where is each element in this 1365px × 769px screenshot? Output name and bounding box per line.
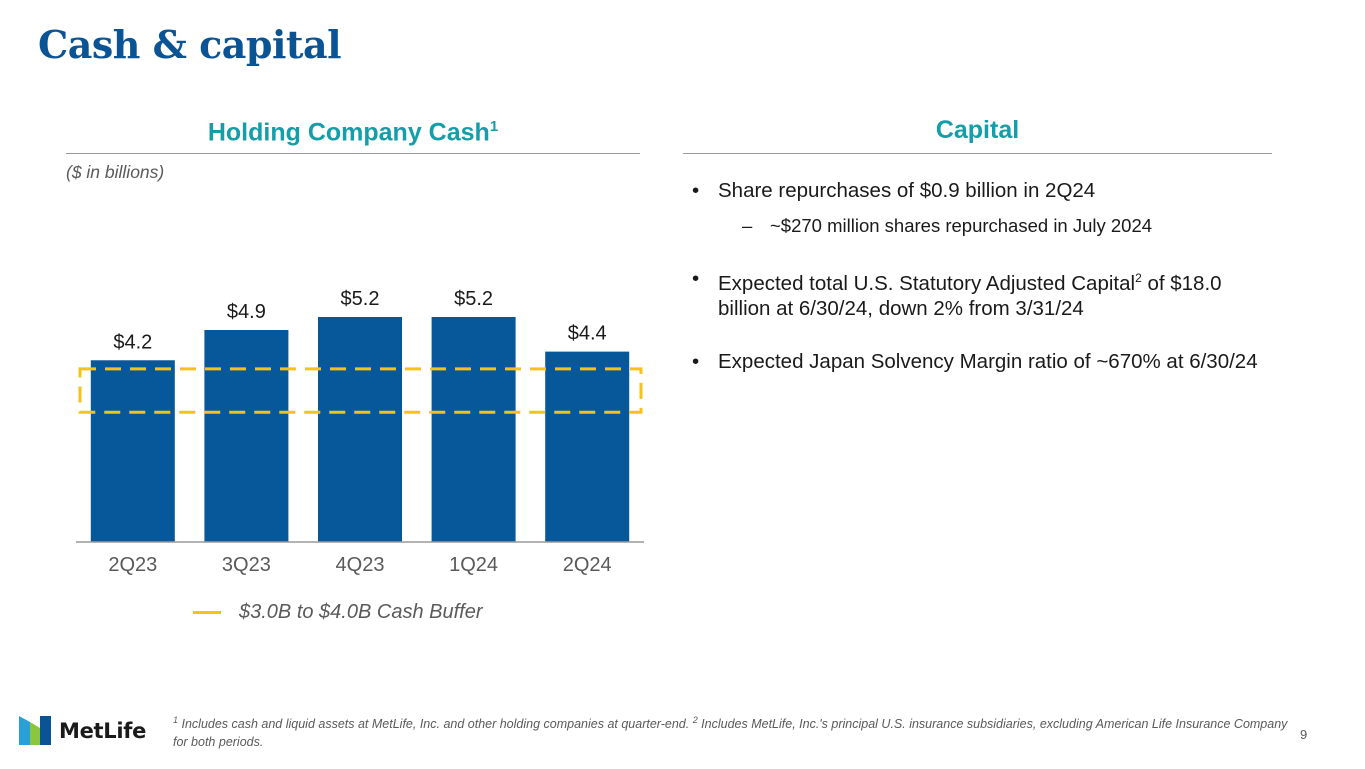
chart-legend: $3.0B to $4.0B Cash Buffer — [193, 601, 483, 624]
right-divider — [683, 153, 1272, 154]
bullet-repurchases: • Share repurchases of $0.9 billion in 2… — [692, 178, 1272, 203]
data-label-3Q23: $4.9 — [227, 301, 266, 323]
bar-3Q23 — [204, 329, 289, 542]
bullet-marker: • — [692, 179, 700, 202]
bar-2Q23 — [90, 360, 175, 542]
bar-1Q24 — [431, 317, 516, 542]
sub-bullet-july: – ~$270 million shares repurchased in Ju… — [692, 214, 1272, 238]
page-title: Cash & capital — [38, 22, 342, 67]
cash-buffer-band — [78, 367, 643, 414]
bullet-marker: • — [692, 267, 700, 290]
page-number: 9 — [1300, 727, 1308, 742]
x-tick-1Q24: 1Q24 — [449, 554, 498, 576]
capital-title: Capital — [935, 116, 1020, 144]
data-label-1Q24: $5.2 — [454, 288, 493, 310]
holding-cash-title: Holding Company Cash1 — [66, 118, 640, 147]
data-label-2Q24: $4.4 — [568, 323, 607, 345]
x-tick-4Q23: 4Q23 — [336, 554, 385, 576]
bullet-text: Share repurchases of $0.9 billion in 2Q2… — [718, 179, 1096, 202]
units-label: ($ in billions) — [66, 162, 165, 182]
bar-4Q23 — [318, 317, 402, 542]
bullet-text: Expected Japan Solvency Margin ratio of … — [718, 349, 1258, 373]
bullet-japan-solvency: • Expected Japan Solvency Margin ratio o… — [692, 349, 1272, 374]
capital-bullets: • Share repurchases of $0.9 billion in 2… — [692, 178, 1272, 374]
data-label-4Q23: $5.2 — [341, 288, 380, 310]
bullet-text-after: of $18.0 billion at 6/30/24, down 2% fro… — [718, 271, 1222, 320]
footnote-text-2: Includes MetLife, Inc.'s principal U.S. … — [173, 717, 1288, 750]
metlife-logo: MetLife — [19, 716, 146, 745]
sub-bullet-text: ~$270 million shares repurchased in July… — [770, 215, 1153, 236]
x-tick-2Q24: 2Q24 — [563, 554, 612, 576]
bullet-statutory-capital: • Expected total U.S. Statutory Adjusted… — [692, 266, 1272, 321]
footnote-text-1: Includes cash and liquid assets at MetLi… — [178, 717, 693, 732]
legend-label-buffer: $3.0B to $4.0B Cash Buffer — [239, 601, 483, 623]
data-label-2Q23: $4.2 — [113, 331, 152, 353]
footnote-sup-1: 1 — [173, 715, 179, 725]
x-tick-2Q23: 2Q23 — [108, 554, 157, 576]
footnote-sup-2: 2 — [692, 715, 698, 725]
bullet-marker: • — [692, 349, 700, 373]
metlife-logo-text: MetLife — [59, 718, 147, 743]
metlife-logo-icon — [19, 716, 51, 745]
footnote: 1 Includes cash and liquid assets at Met… — [173, 711, 1293, 751]
left-divider — [66, 153, 640, 154]
holding-cash-chart: $4.2 2Q23 $4.9 3Q23 $5.2 4Q23 $5.2 1Q24 $4.4 2Q24 — [76, 288, 644, 576]
holding-cash-title-text: Holding Company Cash — [207, 118, 490, 147]
sub-bullet-marker: – — [742, 215, 753, 236]
bar-2Q24 — [545, 351, 630, 542]
bullet-text-before: Expected total U.S. Statutory Adjusted C… — [718, 271, 1136, 295]
holding-cash-title-sup: 1 — [489, 118, 499, 135]
x-tick-3Q23: 3Q23 — [222, 554, 271, 576]
legend-swatch-buffer — [193, 611, 221, 614]
bullet-sup: 2 — [1135, 271, 1142, 285]
